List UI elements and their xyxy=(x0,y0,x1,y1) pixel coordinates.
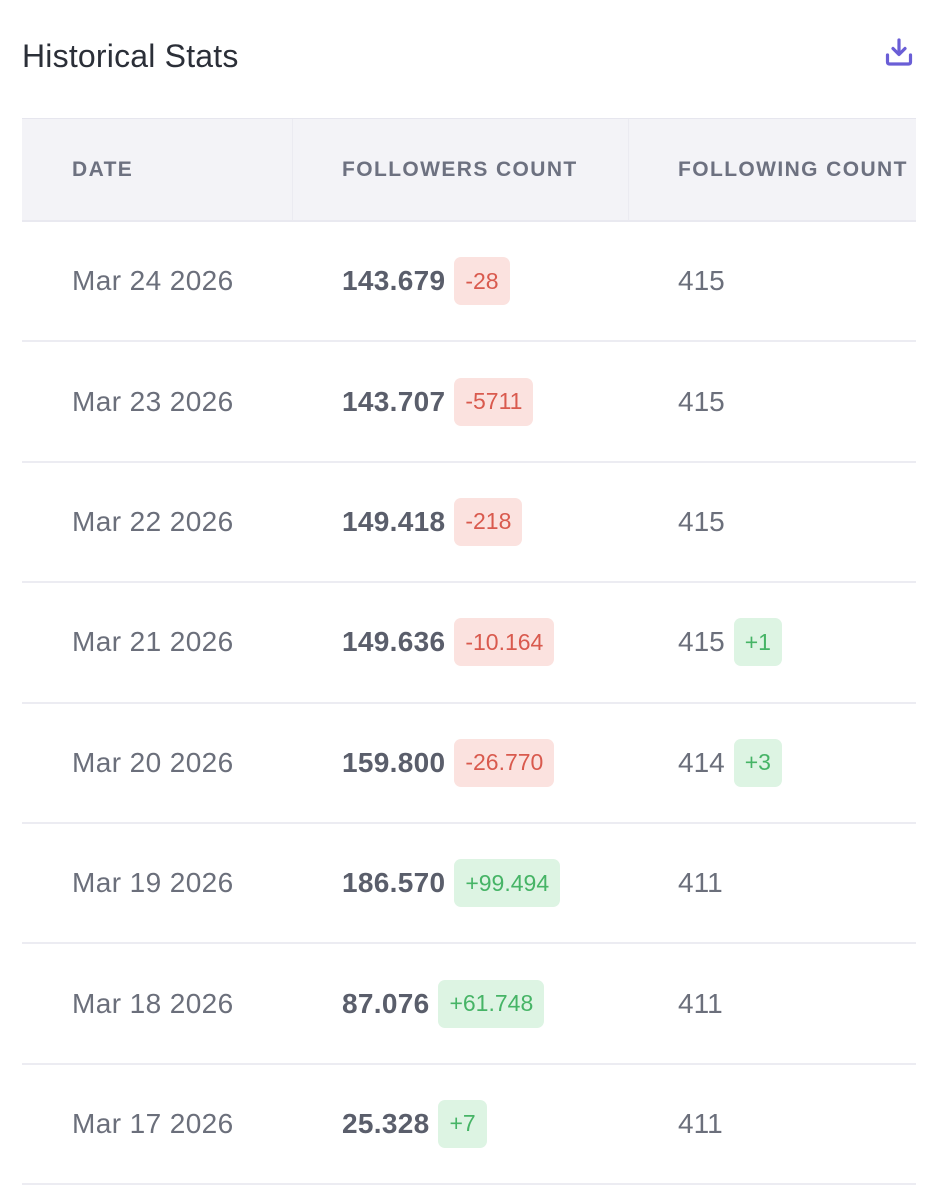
following-cell: 415 xyxy=(678,222,725,340)
followers-cell: 149.636 -10.164 xyxy=(342,583,555,701)
followers-change-badge: +61.748 xyxy=(438,979,545,1028)
followers-cell: 143.707 -5711 xyxy=(342,342,534,460)
date-value: Mar 21 2026 xyxy=(72,626,234,658)
followers-count-value: 186.570 xyxy=(342,867,446,899)
table-row: Mar 17 2026 25.328 +7 411 xyxy=(22,1065,916,1186)
column-header-following-count[interactable]: FOLLOWING COUNT xyxy=(678,157,908,181)
following-cell: 414 +3 xyxy=(678,704,782,822)
date-cell: Mar 19 2026 xyxy=(72,824,234,942)
table-row: Mar 19 2026 186.570 +99.494 411 xyxy=(22,824,916,945)
followers-change-badge: -28 xyxy=(454,257,510,306)
followers-count-value: 25.328 xyxy=(342,1107,430,1139)
followers-cell: 25.328 +7 xyxy=(342,1065,487,1183)
table-row: Mar 22 2026 149.418 -218 415 xyxy=(22,463,916,584)
followers-change-badge: -218 xyxy=(454,497,523,546)
following-count-value: 415 xyxy=(678,265,725,297)
followers-change-badge: +99.494 xyxy=(454,859,561,908)
following-count-value: 415 xyxy=(678,626,725,658)
followers-cell: 159.800 -26.770 xyxy=(342,704,555,822)
followers-cell: 143.679 -28 xyxy=(342,222,510,340)
followers-count-value: 143.679 xyxy=(342,265,446,297)
date-value: Mar 20 2026 xyxy=(72,746,234,778)
following-count-value: 415 xyxy=(678,505,725,537)
table-header: DATE FOLLOWERS COUNT FOLLOWING COUNT xyxy=(22,118,916,222)
date-value: Mar 19 2026 xyxy=(72,867,234,899)
following-count-value: 411 xyxy=(678,1107,723,1139)
date-cell: Mar 23 2026 xyxy=(72,342,234,460)
following-cell: 411 xyxy=(678,944,723,1062)
table-body: Mar 24 2026 143.679 -28 415 Mar 23 2026 143.7… xyxy=(22,222,916,1186)
followers-count-value: 143.707 xyxy=(342,385,446,417)
followers-change-badge: -26.770 xyxy=(454,738,555,787)
date-value: Mar 18 2026 xyxy=(72,987,234,1019)
date-cell: Mar 24 2026 xyxy=(72,222,234,340)
following-cell: 415 xyxy=(678,463,725,581)
date-value: Mar 23 2026 xyxy=(72,385,234,417)
download-button[interactable] xyxy=(882,34,916,70)
date-value: Mar 22 2026 xyxy=(72,505,234,537)
table-row: Mar 24 2026 143.679 -28 415 xyxy=(22,222,916,343)
following-cell: 411 xyxy=(678,824,723,942)
column-header-date[interactable]: DATE xyxy=(72,157,134,181)
date-cell: Mar 21 2026 xyxy=(72,583,234,701)
date-cell: Mar 17 2026 xyxy=(72,1065,234,1183)
following-cell: 415 +1 xyxy=(678,583,782,701)
historical-stats-table: DATE FOLLOWERS COUNT FOLLOWING COUNT Mar… xyxy=(22,118,916,1186)
followers-change-badge: -10.164 xyxy=(454,618,555,667)
following-change-badge: +1 xyxy=(733,618,782,667)
followers-cell: 186.570 +99.494 xyxy=(342,824,561,942)
following-count-value: 415 xyxy=(678,385,725,417)
column-header-followers-count[interactable]: FOLLOWERS COUNT xyxy=(342,157,578,181)
date-cell: Mar 18 2026 xyxy=(72,944,234,1062)
date-cell: Mar 22 2026 xyxy=(72,463,234,581)
following-count-value: 414 xyxy=(678,746,725,778)
date-value: Mar 24 2026 xyxy=(72,265,234,297)
table-row: Mar 21 2026 149.636 -10.164 415 +1 xyxy=(22,583,916,704)
following-change-badge: +3 xyxy=(733,738,782,787)
followers-cell: 87.076 +61.748 xyxy=(342,944,545,1062)
header: Historical Stats xyxy=(22,32,916,82)
table-row: Mar 23 2026 143.707 -5711 415 xyxy=(22,342,916,463)
table-row: Mar 18 2026 87.076 +61.748 411 xyxy=(22,944,916,1065)
following-cell: 411 xyxy=(678,1065,723,1183)
page-title: Historical Stats xyxy=(22,38,239,74)
followers-count-value: 87.076 xyxy=(342,987,430,1019)
column-divider xyxy=(628,119,629,220)
date-value: Mar 17 2026 xyxy=(72,1107,234,1139)
followers-cell: 149.418 -218 xyxy=(342,463,523,581)
followers-change-badge: -5711 xyxy=(454,377,534,426)
download-icon xyxy=(885,38,913,66)
date-cell: Mar 20 2026 xyxy=(72,704,234,822)
followers-count-value: 149.636 xyxy=(342,626,446,658)
followers-count-value: 149.418 xyxy=(342,505,446,537)
table-row: Mar 20 2026 159.800 -26.770 414 +3 xyxy=(22,704,916,824)
following-count-value: 411 xyxy=(678,987,723,1019)
followers-change-badge: +7 xyxy=(438,1099,487,1148)
following-cell: 415 xyxy=(678,342,725,460)
followers-count-value: 159.800 xyxy=(342,746,446,778)
following-count-value: 411 xyxy=(678,867,723,899)
column-divider xyxy=(292,119,293,220)
